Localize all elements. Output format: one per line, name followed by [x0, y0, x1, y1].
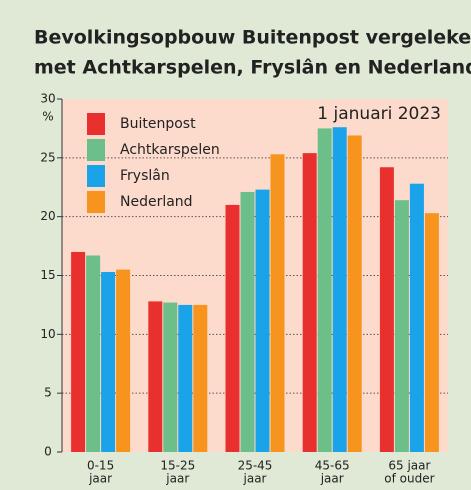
y-tick-label: 10	[40, 327, 55, 341]
legend-swatch	[87, 191, 105, 213]
legend-label: Nederland	[120, 194, 193, 210]
bar	[86, 255, 101, 452]
legend-swatch	[87, 165, 105, 187]
bar	[225, 204, 240, 452]
bar	[332, 127, 347, 453]
y-tick-label: 20	[40, 209, 55, 223]
bar	[394, 200, 409, 452]
legend-swatch	[87, 113, 105, 135]
y-tick-label: 5	[44, 386, 52, 400]
x-tick-label: 65 jaar	[388, 459, 430, 473]
bar	[193, 304, 208, 452]
bar	[101, 271, 116, 452]
bar	[270, 154, 285, 452]
x-tick-label: 45-65	[315, 459, 350, 473]
x-tick-label: 15-25	[160, 459, 195, 473]
x-tick-label: 25-45	[238, 459, 273, 473]
bar	[163, 302, 178, 452]
legend-label: Fryslân	[120, 168, 170, 184]
bar	[409, 183, 424, 452]
bar	[148, 301, 163, 452]
x-tick-label: jaar	[243, 472, 267, 486]
x-tick-label: of ouder	[384, 472, 434, 486]
legend-label: Achtkarspelen	[120, 142, 220, 158]
y-unit: %	[42, 110, 53, 124]
legend-label: Buitenpost	[120, 116, 196, 132]
chart-title: Bevolkingsopbouw Buitenpost vergeleken	[34, 27, 471, 49]
bar	[178, 304, 193, 452]
x-tick-label: jaar	[320, 472, 344, 486]
legend-swatch	[87, 139, 105, 161]
y-tick-label: 25	[40, 150, 55, 164]
y-tick-label: 0	[44, 445, 52, 459]
x-tick-label: 0-15	[87, 459, 114, 473]
bar	[71, 251, 86, 452]
bar	[317, 128, 332, 452]
annotation: 1 januari 2023	[317, 104, 441, 124]
x-tick-label: jaar	[88, 472, 112, 486]
y-tick-label: 30	[40, 92, 55, 106]
x-tick-label: jaar	[165, 472, 189, 486]
chart-title: met Achtkarspelen, Fryslân en Nederland	[34, 57, 471, 79]
bar	[240, 191, 255, 452]
bar	[116, 269, 131, 452]
bar	[379, 167, 394, 452]
bar	[255, 189, 270, 452]
y-tick-label: 15	[40, 268, 55, 282]
bar	[302, 153, 317, 453]
bar	[424, 213, 439, 452]
bar	[347, 135, 362, 452]
